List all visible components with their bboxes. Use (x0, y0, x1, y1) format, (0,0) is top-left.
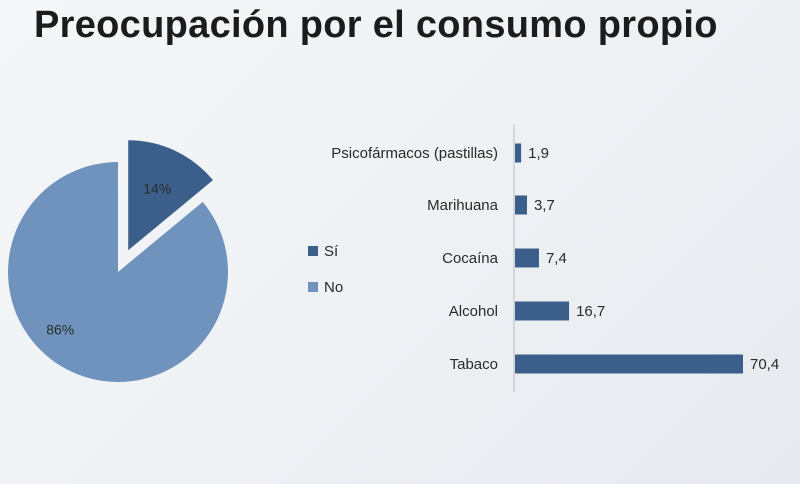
bar-value-label: 1,9 (528, 145, 549, 162)
legend-label: No (324, 279, 343, 296)
legend-swatch (308, 282, 318, 292)
pie-legend: Sí No (308, 243, 343, 296)
bar-category-label: Tabaco (450, 356, 498, 373)
bar (515, 195, 527, 215)
bar-value-label: 7,4 (546, 250, 567, 267)
pie-slice-label: 14% (143, 181, 171, 197)
pie-slice-si (128, 140, 213, 251)
bar-value-label: 16,7 (576, 303, 605, 320)
bar-value-label: 3,7 (534, 197, 555, 214)
pie-slice-no (7, 162, 228, 382)
bar-value-label: 70,4 (750, 356, 779, 373)
bar-category-label: Alcohol (449, 303, 498, 320)
bar-category-label: Psicofármacos (pastillas) (331, 145, 498, 162)
legend-label: Sí (324, 243, 339, 260)
pie-chart: 14% 86% (7, 140, 228, 382)
bar-category-label: Marihuana (427, 197, 499, 214)
bar (515, 248, 539, 268)
bar-category-label: Cocaína (442, 250, 499, 267)
bar (515, 301, 570, 321)
page-title: Preocupación por el consumo propio (34, 4, 718, 46)
bar (515, 143, 522, 163)
bar-chart: Psicofármacos (pastillas) 1,9 Marihuana 3,7… (331, 143, 779, 374)
pie-slice-label: 86% (46, 321, 74, 337)
legend-swatch (308, 246, 318, 256)
bar (515, 354, 743, 374)
